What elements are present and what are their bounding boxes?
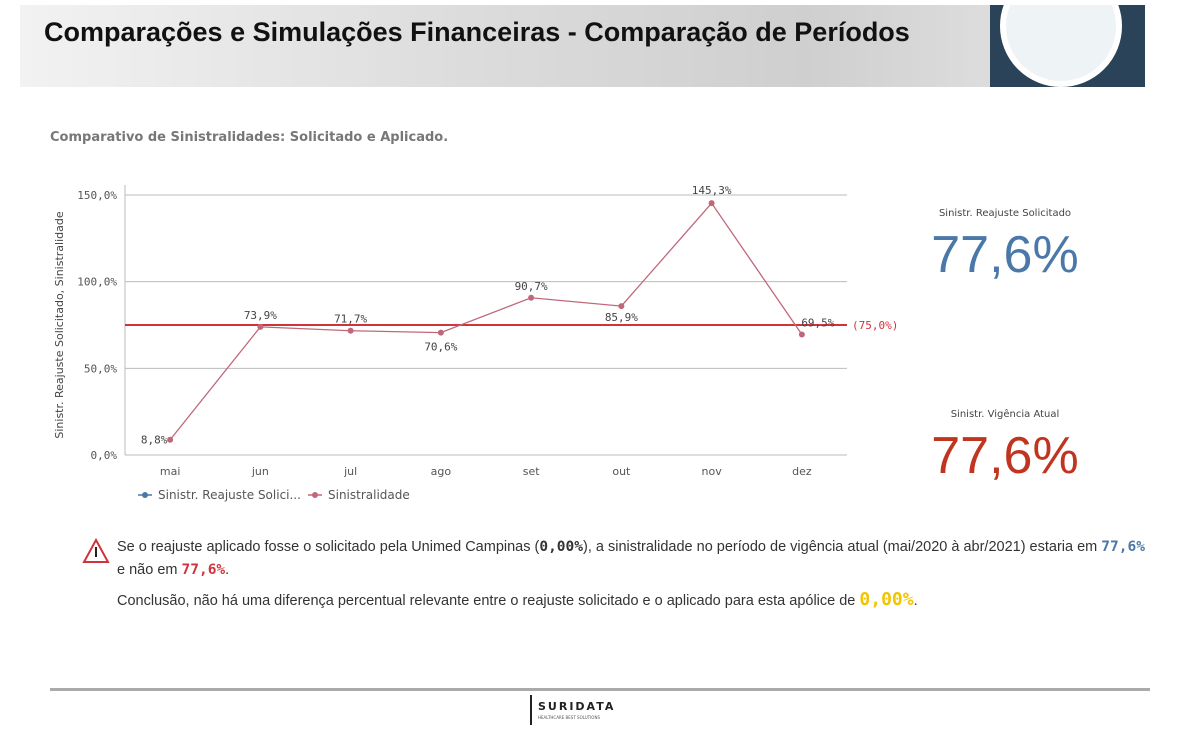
x-tick-label: out [612, 465, 631, 478]
data-label: 145,3% [692, 184, 732, 197]
x-tick-label: dez [792, 465, 812, 478]
x-tick-label: jul [343, 465, 357, 478]
kpi-label: Sinistr. Reajuste Solicitado [938, 208, 1072, 219]
data-point [167, 436, 174, 443]
y-tick-label: 100,0% [77, 276, 117, 289]
kpi-value: 77,6% [931, 226, 1079, 284]
x-tick-label: mai [160, 465, 181, 478]
tagline: HEALTHCARE BEST SOLUTIONS [538, 715, 600, 720]
legend-swatch [312, 492, 318, 498]
kpi-value: 77,6% [931, 427, 1079, 485]
banner-circle [1000, 5, 1122, 87]
data-point [798, 331, 805, 338]
legend-label: Sinistr. Reajuste Solici... [158, 488, 301, 502]
y-tick-label: 150,0% [77, 189, 117, 202]
warning-icon [82, 538, 110, 563]
text: e não em [117, 562, 182, 578]
x-tick-label: set [523, 465, 540, 478]
data-label: 85,9% [605, 311, 638, 324]
logo-mark [530, 695, 532, 725]
x-tick-label: ago [431, 465, 452, 478]
chart-title: Comparativo de Sinistralidades: Solicita… [50, 130, 449, 145]
data-point [437, 329, 444, 336]
highlight: 77,6% [1101, 539, 1145, 555]
text: Se o reajuste aplicado fosse o solicitad… [117, 539, 540, 555]
data-label: 70,6% [424, 341, 457, 354]
series-line [169, 202, 803, 441]
text: . [225, 562, 230, 578]
page-title: Comparações e Simulações Financeiras - C… [44, 17, 910, 47]
text: ), a sinistralidade no período de vigênc… [583, 539, 1102, 555]
data-point [347, 327, 354, 334]
highlight: 77,6% [181, 562, 226, 578]
y-axis-label: Sinistr. Reajuste Solicitado, Sinistrali… [53, 211, 66, 438]
highlight: 0,00% [539, 539, 583, 555]
data-point [257, 323, 264, 330]
data-label: 8,8% [141, 434, 168, 447]
text: . [913, 593, 918, 609]
chart: 0,0% 50,0% 100,0% 150,0% Sinistr. Reajuste S… [53, 184, 898, 502]
highlight: 0,00% [859, 589, 914, 610]
x-tick-label: nov [702, 465, 723, 478]
notice-line: Conclusão, não há uma diferença percentu… [117, 588, 1147, 613]
data-label: 71,7% [334, 313, 367, 326]
kpi-label: Sinistr. Vigência Atual [950, 409, 1060, 420]
banner: Comparações e Simulações Financeiras - C… [20, 5, 1145, 87]
y-tick-label: 50,0% [84, 362, 117, 375]
data-point [528, 294, 535, 301]
notice: Se o reajuste aplicado fosse o solicitad… [117, 536, 1147, 613]
data-label: 90,7% [515, 280, 548, 293]
reference-label: (75,0%) [852, 319, 898, 332]
divider [50, 688, 1150, 691]
brand: SURIDATA [538, 700, 616, 713]
data-label: 69,5% [801, 317, 834, 330]
legend-label: Sinistralidade [328, 488, 410, 502]
x-tick-label: jun [251, 465, 269, 478]
banner-art [990, 5, 1145, 87]
legend-swatch [142, 492, 148, 498]
data-point [618, 303, 625, 310]
data-label: 73,9% [244, 309, 277, 322]
y-tick-label: 0,0% [91, 449, 118, 462]
data-point [708, 200, 715, 207]
notice-line: Se o reajuste aplicado fosse o solicitad… [117, 536, 1147, 582]
text: Conclusão, não há uma diferença percentu… [117, 593, 860, 609]
